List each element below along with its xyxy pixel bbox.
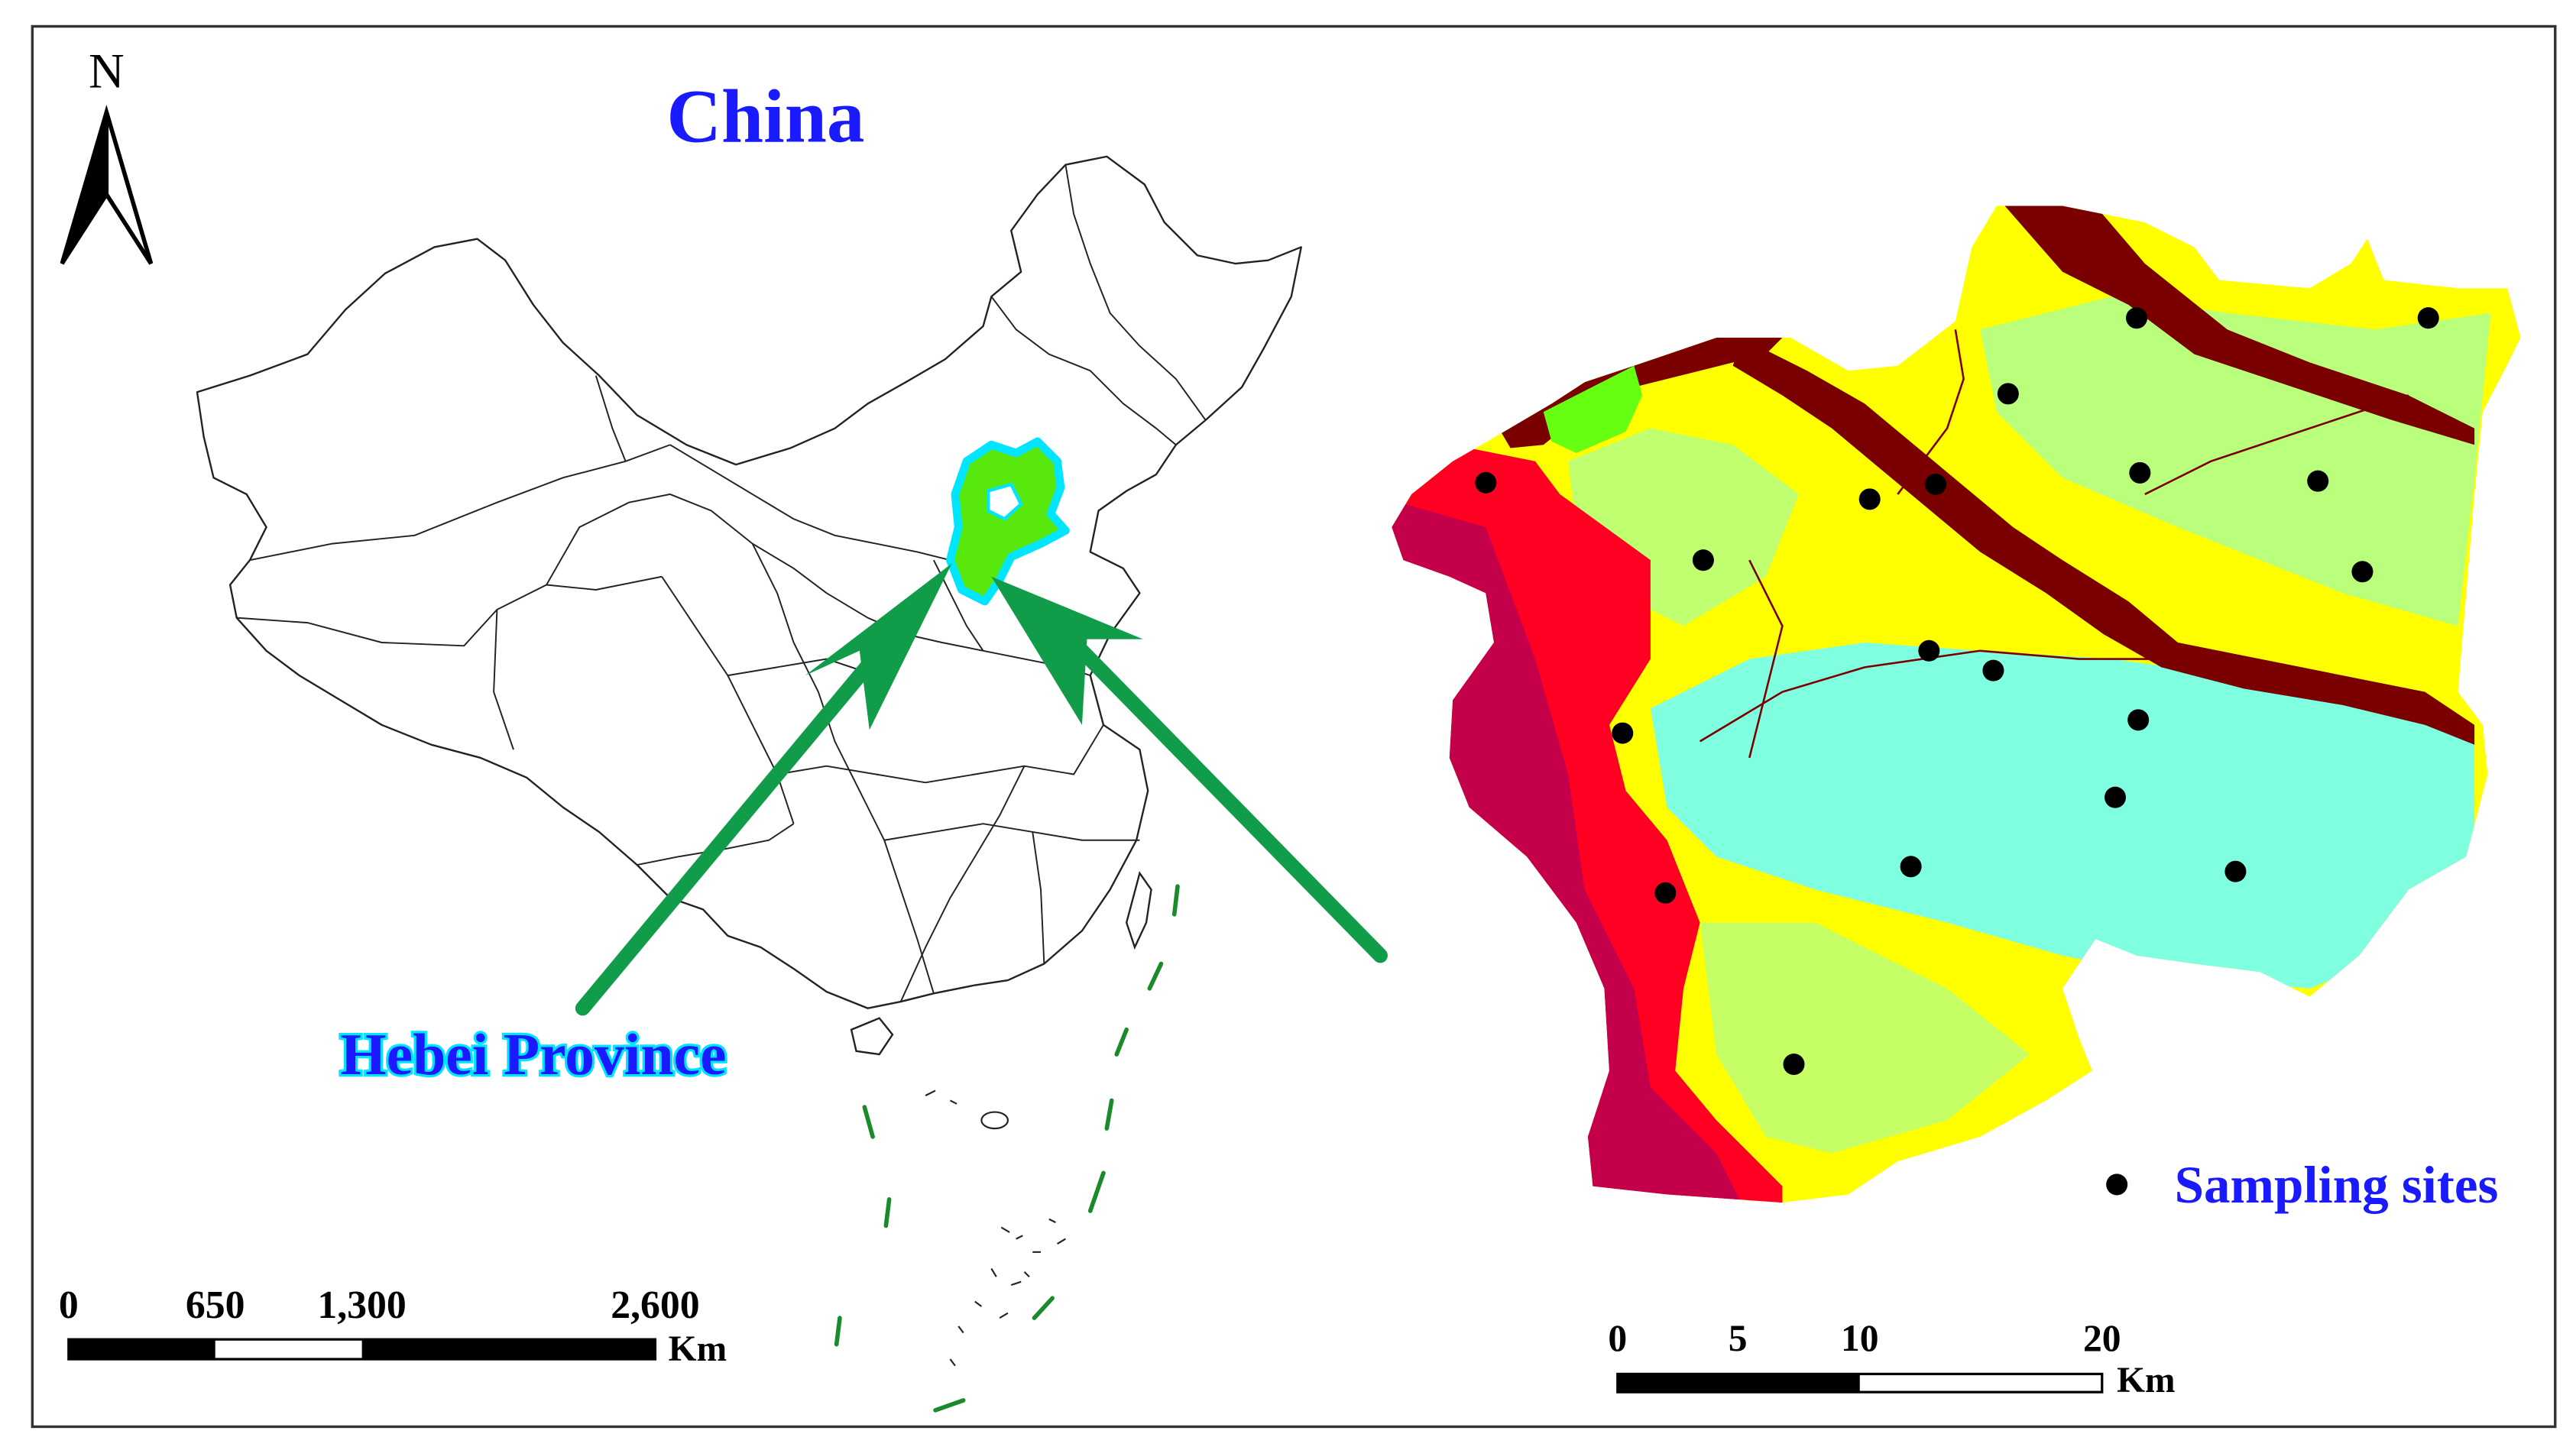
- map-title: China: [666, 75, 864, 158]
- sampling-sites: [1475, 307, 2439, 1076]
- sampling-site-dot-icon: [2129, 461, 2151, 484]
- china-map-panel: N China: [59, 43, 1388, 1413]
- sampling-site-dot-icon: [1475, 471, 1497, 494]
- china-outline: [196, 155, 1302, 1009]
- south-china-sea-islands: [925, 1089, 1066, 1367]
- sampling-site-dot-icon: [1924, 473, 1946, 495]
- sampling-site-dot-icon: [1654, 882, 1677, 904]
- sampling-site-dot-icon: [1783, 1054, 1805, 1076]
- arrow-to-hebei-icon: [575, 648, 884, 1016]
- left-scale-bar: 0 650 1,300 2,600 Km: [59, 1284, 727, 1369]
- sampling-site-dot-icon: [2104, 786, 2127, 808]
- dot-icon: [2106, 1173, 2128, 1196]
- scale-tick-label: 2,600: [611, 1284, 699, 1327]
- hebei-province-highlight: [946, 437, 1070, 606]
- scale-unit-label: Km: [669, 1329, 727, 1369]
- scale-unit-label: Km: [2117, 1361, 2175, 1400]
- scale-tick-label: 650: [186, 1284, 245, 1327]
- sampling-site-dot-icon: [2417, 307, 2439, 329]
- sampling-site-dot-icon: [1982, 659, 2004, 681]
- land-cyan: [1980, 296, 2491, 626]
- sampling-site-dot-icon: [2307, 470, 2329, 492]
- hebei-label: Hebei Province: [340, 1021, 726, 1087]
- nine-dash-line: [834, 884, 1180, 1413]
- scale-tick-label: 5: [1729, 1317, 1748, 1359]
- land-cyan: [1650, 642, 2475, 989]
- land-green: [1543, 365, 1643, 454]
- sampling-site-dot-icon: [1997, 383, 2019, 405]
- north-label: N: [89, 43, 125, 98]
- scale-tick-label: 0: [59, 1284, 79, 1327]
- land-maroon: [2004, 206, 2475, 445]
- taiwan-outline: [1125, 871, 1152, 950]
- arrow-head-icon: [991, 576, 1143, 725]
- scale-tick-label: 20: [2083, 1317, 2121, 1359]
- north-arrow-icon: N: [60, 43, 154, 265]
- sampling-site-dot-icon: [1612, 722, 1634, 744]
- scale-tick-label: 1,300: [317, 1284, 406, 1327]
- sampling-site-dot-icon: [2351, 561, 2373, 583]
- sampling-site-dot-icon: [1900, 856, 1922, 878]
- legend: Sampling sites: [2106, 1156, 2498, 1214]
- sampling-site-dot-icon: [2224, 860, 2247, 882]
- sampling-site-dot-icon: [1858, 488, 1881, 510]
- land-maroon: [1732, 338, 2475, 745]
- hainan-outline: [850, 1017, 894, 1056]
- right-scale-bar: 0 5 10 20 Km: [1608, 1317, 2175, 1400]
- pointer-arrows: [575, 563, 1388, 1016]
- scale-tick-label: 10: [1841, 1317, 1879, 1359]
- scale-tick-label: 0: [1608, 1317, 1627, 1359]
- legend-sampling-sites-label: Sampling sites: [2175, 1156, 2499, 1214]
- arrow-to-region-icon: [1066, 635, 1388, 963]
- arrow-head-icon: [805, 563, 952, 730]
- sampling-site-dot-icon: [2126, 307, 2148, 329]
- sampling-site-dot-icon: [1918, 639, 1940, 662]
- land-cyan: [1700, 922, 2030, 1154]
- sampling-site-dot-icon: [2127, 709, 2150, 731]
- sampling-site-dot-icon: [1692, 549, 1714, 571]
